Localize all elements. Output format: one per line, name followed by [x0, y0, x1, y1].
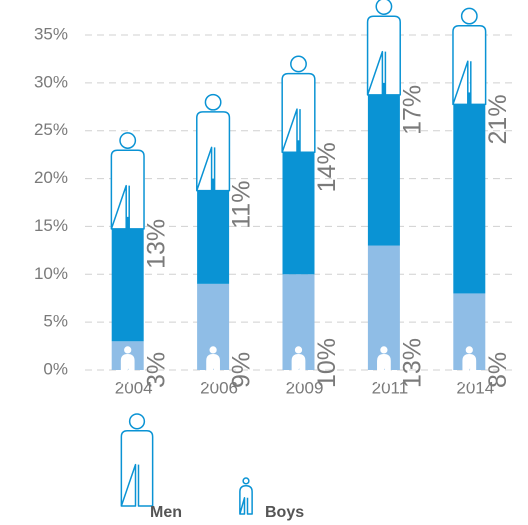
man-icon	[204, 93, 222, 111]
legend-icon	[120, 429, 154, 507]
y-tick-label: 35%	[34, 24, 68, 43]
man-icon	[119, 132, 137, 149]
man-icon	[290, 55, 307, 73]
legend-icon	[128, 413, 146, 430]
value-label: 21%	[484, 94, 512, 144]
man-icon	[281, 72, 316, 154]
y-tick-label: 30%	[34, 72, 68, 91]
man-icon	[452, 25, 487, 106]
y-tick-label: 5%	[43, 312, 68, 331]
man-icon	[460, 7, 478, 25]
value-label: 13%	[142, 219, 170, 269]
man-icon	[110, 149, 145, 230]
boy-icon	[380, 346, 388, 354]
boy-icon	[124, 346, 132, 354]
value-label: 10%	[313, 338, 341, 388]
bar-segment	[111, 216, 144, 342]
value-label: 13%	[399, 338, 427, 388]
boy-icon	[377, 354, 391, 384]
boy-icon	[291, 354, 306, 384]
legend-icon	[239, 485, 253, 515]
bar-segment	[197, 178, 230, 284]
value-label: 9%	[228, 352, 256, 388]
value-label: 11%	[228, 181, 256, 229]
bar-segment	[367, 82, 400, 246]
boy-icon	[120, 354, 135, 384]
bar-segment	[282, 140, 315, 275]
value-label: 3%	[142, 352, 170, 388]
y-tick-label: 25%	[34, 120, 68, 139]
man-icon	[366, 15, 401, 96]
value-label: 14%	[313, 142, 341, 192]
y-tick-label: 20%	[34, 168, 68, 187]
man-icon	[375, 0, 393, 15]
man-icon	[196, 111, 231, 192]
value-label: 17%	[399, 85, 427, 135]
legend-label: Boys	[265, 504, 304, 521]
boy-icon	[206, 354, 220, 384]
y-tick-label: 15%	[34, 216, 68, 235]
y-tick-label: 0%	[43, 359, 68, 378]
y-tick-label: 10%	[34, 264, 68, 283]
bar-segment	[453, 92, 486, 294]
boy-icon	[209, 346, 217, 354]
boy-icon	[462, 354, 477, 384]
value-label: 8%	[484, 352, 512, 388]
boy-icon	[294, 346, 303, 354]
legend-label: Men	[150, 504, 182, 521]
legend-icon	[242, 477, 250, 485]
boy-icon	[465, 346, 473, 354]
